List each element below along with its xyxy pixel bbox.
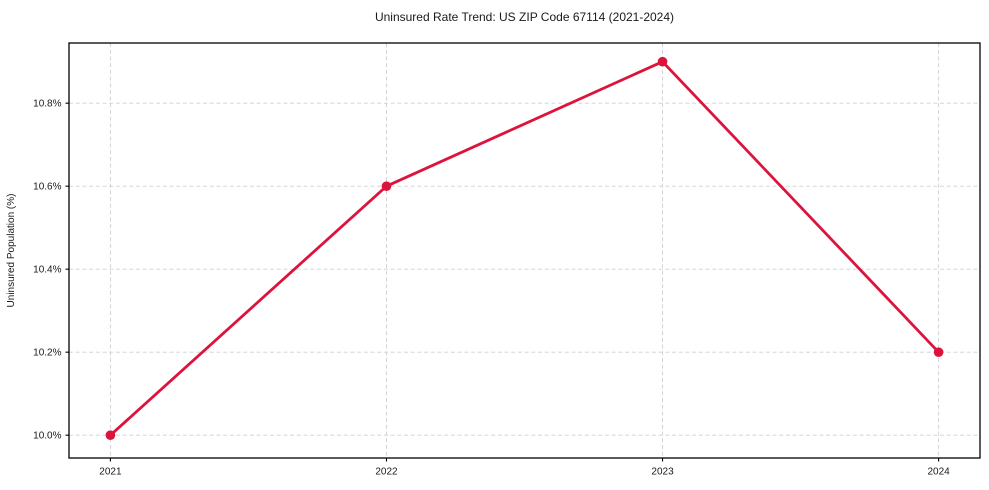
grid-layer [69, 43, 980, 458]
x-tick-label: 2022 [375, 467, 398, 478]
data-point-marker [657, 56, 668, 67]
x-tick-label: 2023 [651, 467, 674, 478]
chart-title: Uninsured Rate Trend: US ZIP Code 67114 … [375, 10, 674, 24]
tick-label-layer: 2021 2022 2023 2024 10.0% 10.2% 10.4% 10.6% 10.8… [33, 99, 950, 478]
data-point-marker [105, 430, 116, 440]
y-tick-label: 10.0% [33, 431, 61, 442]
data-point-marker [381, 181, 392, 191]
trend-line [109, 60, 940, 437]
y-axis-label: Uninsured Population (%) [6, 194, 17, 308]
x-tick-label: 2024 [927, 467, 950, 478]
y-tick-label: 10.8% [33, 99, 61, 110]
x-tick-label: 2021 [99, 467, 122, 478]
y-tick-label: 10.4% [33, 265, 61, 276]
tick-layer [65, 102, 940, 462]
plot-frame [68, 42, 981, 459]
y-tick-label: 10.6% [33, 182, 61, 193]
y-tick-label: 10.2% [33, 348, 61, 359]
data-point-marker [933, 347, 944, 357]
series-layer [105, 56, 944, 440]
